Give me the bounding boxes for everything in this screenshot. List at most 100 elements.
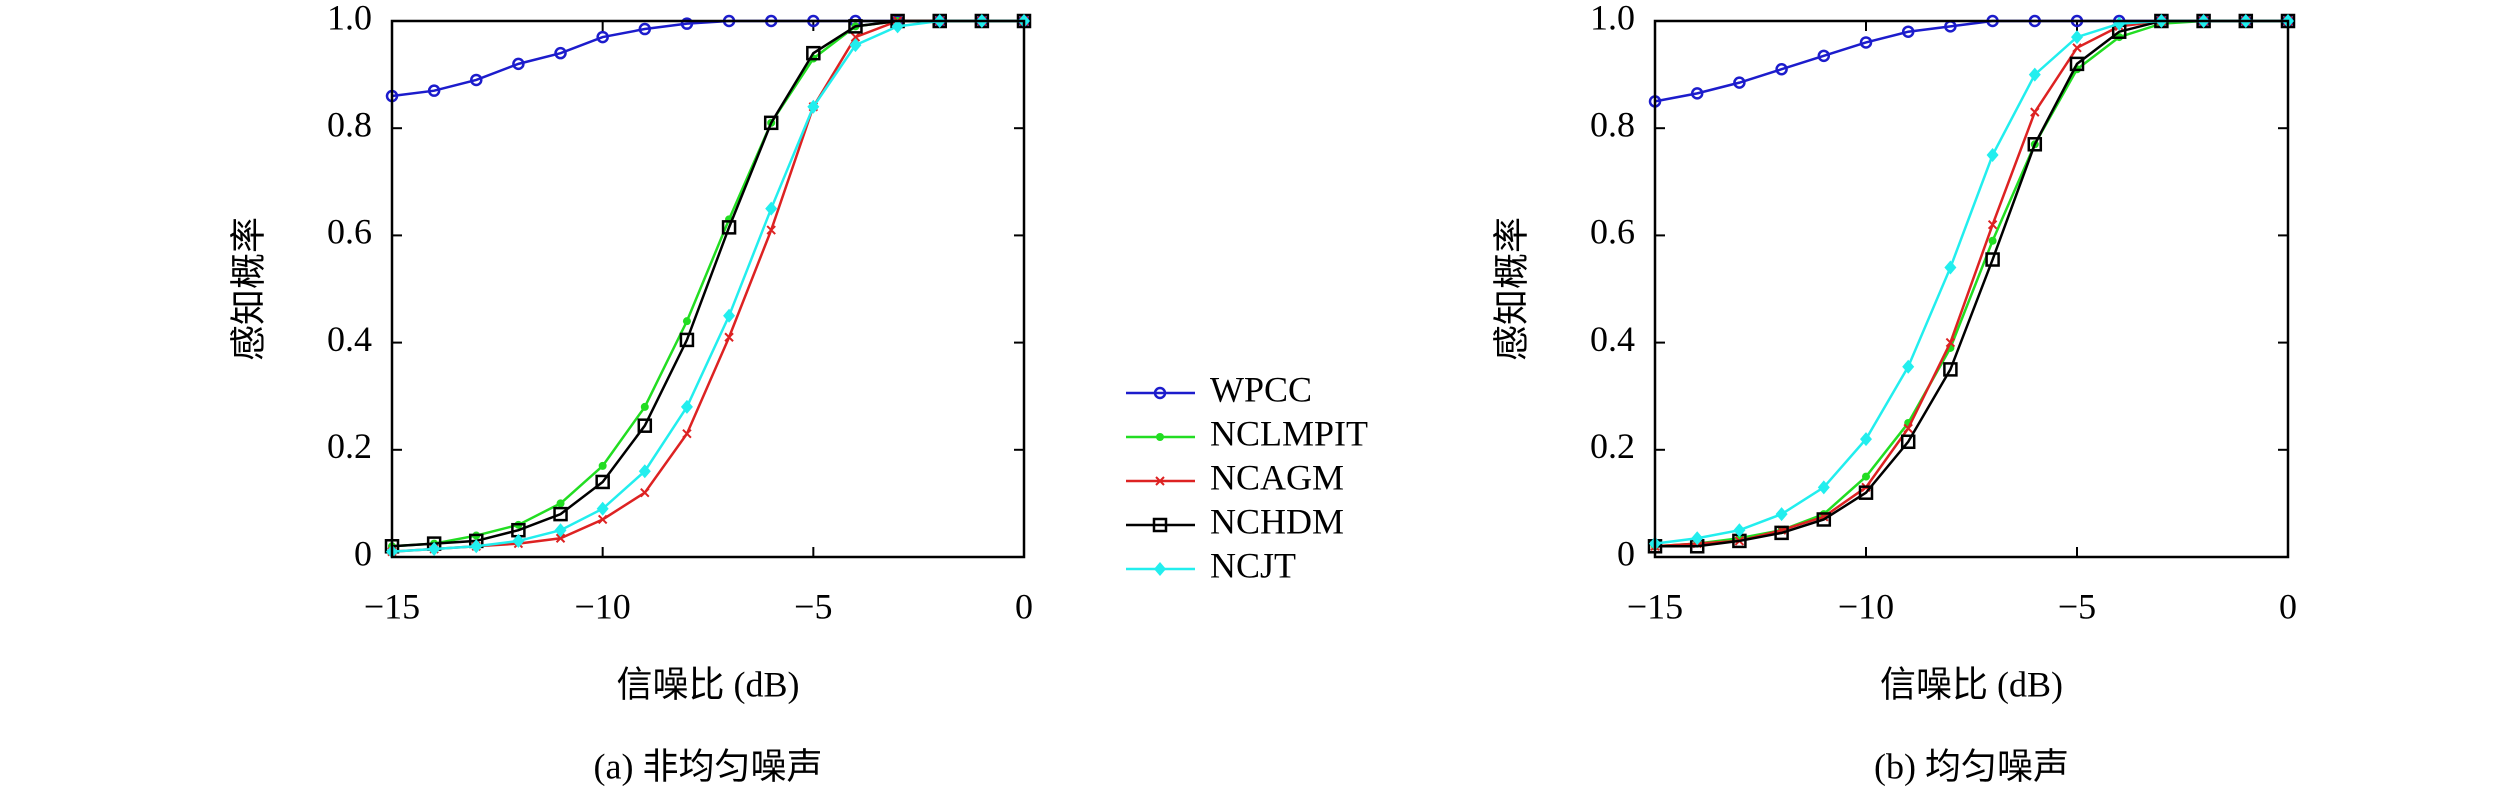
- marker: [512, 533, 525, 548]
- y-tick-label: 0.4: [1590, 319, 1635, 359]
- marker: [724, 332, 734, 342]
- marker: [1775, 507, 1788, 522]
- marker: [1774, 525, 1789, 541]
- marker: [595, 474, 610, 490]
- marker: [682, 429, 692, 439]
- marker: [806, 45, 821, 61]
- marker: [1901, 25, 1915, 38]
- marker: [512, 57, 525, 71]
- x-tick-label: 0: [2279, 586, 2297, 626]
- legend-label: NCHDM: [1210, 501, 1344, 541]
- marker: [638, 464, 651, 479]
- x-tick-label: −5: [2058, 586, 2096, 626]
- legend-marker: [1153, 386, 1167, 400]
- legend-marker: [1152, 517, 1168, 533]
- marker: [1985, 252, 2000, 267]
- marker: [850, 32, 861, 42]
- marker: [1987, 219, 1998, 230]
- marker: [470, 539, 483, 554]
- marker: [682, 317, 691, 326]
- marker: [596, 30, 609, 44]
- marker: [470, 73, 483, 87]
- y-tick-label: 1.0: [327, 0, 372, 37]
- x-axis-label: 信噪比 (dB): [617, 664, 800, 704]
- caption: (b) 均匀噪声: [1874, 746, 2069, 786]
- plot-frame: [390, 19, 1026, 559]
- x-tick-label: −15: [1627, 586, 1683, 626]
- marker: [1817, 480, 1830, 495]
- marker: [1858, 485, 1874, 500]
- marker: [1733, 76, 1746, 89]
- marker: [553, 506, 568, 522]
- marker: [554, 46, 567, 60]
- marker: [1817, 49, 1831, 63]
- marker: [1691, 531, 1704, 546]
- marker: [1775, 62, 1788, 76]
- marker: [2028, 67, 2041, 82]
- legend-marker: [1156, 433, 1164, 441]
- marker: [680, 399, 693, 414]
- marker: [555, 533, 566, 543]
- legend-label: NCLMPIT: [1210, 413, 1368, 453]
- caption: (a) 非均匀噪声: [594, 746, 823, 786]
- y-tick-label: 0: [1617, 533, 1635, 573]
- marker: [891, 19, 904, 34]
- plot-frame: [1653, 19, 2290, 559]
- legend-label: WPCC: [1210, 369, 1312, 409]
- marker: [2069, 56, 2085, 72]
- marker: [1733, 523, 1746, 538]
- y-axis-label: 感知概率: [228, 217, 268, 361]
- marker: [2030, 107, 2040, 117]
- marker: [1945, 337, 1956, 348]
- marker: [765, 201, 778, 216]
- y-tick-label: 0.6: [327, 212, 372, 252]
- marker: [1690, 87, 1704, 100]
- x-tick-label: 0: [1015, 586, 1033, 626]
- y-tick-label: 0.2: [1590, 426, 1635, 466]
- marker: [1944, 260, 1957, 275]
- y-tick-label: 0.8: [1590, 104, 1635, 144]
- legend-marker: [1154, 562, 1166, 576]
- marker: [679, 332, 695, 348]
- marker: [1988, 236, 1997, 245]
- marker: [680, 17, 694, 30]
- legend-marker: [1155, 476, 1165, 486]
- marker: [1943, 362, 1958, 377]
- marker: [2027, 137, 2043, 152]
- marker: [1816, 512, 1832, 527]
- y-axis-label: 感知概率: [1491, 217, 1531, 361]
- marker: [598, 461, 607, 470]
- y-tick-label: 0: [354, 533, 372, 573]
- marker: [723, 308, 736, 323]
- marker: [1903, 423, 1913, 434]
- marker: [2072, 43, 2082, 53]
- series-line: [1654, 19, 2288, 548]
- marker: [596, 501, 609, 516]
- x-tick-label: −10: [1838, 586, 1894, 626]
- marker: [554, 523, 567, 538]
- y-tick-label: 0.6: [1590, 212, 1635, 252]
- series-line: [1654, 19, 2288, 103]
- marker: [849, 38, 862, 53]
- series-line: [391, 19, 1024, 553]
- marker: [597, 514, 608, 525]
- y-tick-label: 1.0: [1590, 0, 1635, 37]
- series-line: [391, 19, 1024, 548]
- legend-label: NCAGM: [1210, 457, 1344, 497]
- y-tick-label: 0.4: [327, 319, 372, 359]
- marker: [640, 402, 649, 411]
- y-tick-label: 0.2: [327, 426, 372, 466]
- marker: [1900, 434, 1916, 450]
- marker: [2071, 30, 2083, 45]
- marker: [1902, 359, 1915, 374]
- series-line: [391, 19, 1024, 98]
- marker: [1859, 36, 1873, 49]
- marker: [427, 84, 441, 97]
- marker: [1860, 432, 1872, 447]
- marker: [766, 225, 776, 235]
- marker: [1862, 472, 1870, 481]
- marker: [763, 115, 779, 131]
- y-tick-label: 0.8: [327, 104, 372, 144]
- marker: [638, 22, 652, 36]
